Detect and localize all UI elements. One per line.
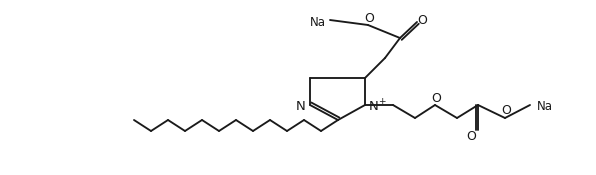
Text: Na: Na [310, 16, 326, 29]
Text: O: O [466, 131, 476, 144]
Text: +: + [378, 96, 386, 106]
Text: O: O [417, 15, 427, 27]
Text: O: O [501, 104, 511, 117]
Text: O: O [431, 92, 441, 104]
Text: N: N [369, 100, 379, 113]
Text: O: O [364, 12, 374, 26]
Text: Na: Na [537, 100, 553, 114]
Text: N: N [296, 100, 306, 113]
